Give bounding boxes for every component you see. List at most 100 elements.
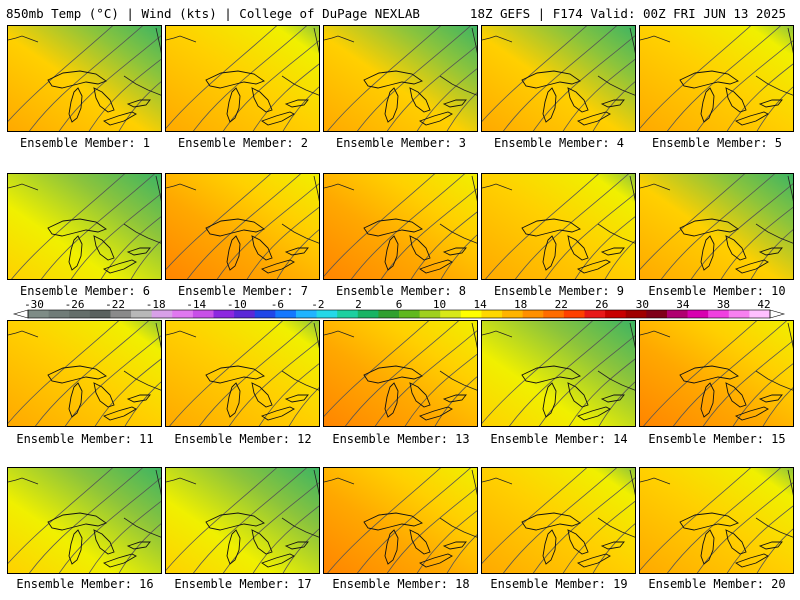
lake-outline [700, 382, 715, 418]
height-contour [258, 363, 319, 426]
colorbar-segment [522, 310, 544, 318]
lake-outline [226, 235, 241, 271]
height-contour [282, 528, 319, 573]
height-contour [756, 86, 793, 131]
map-panel [7, 25, 162, 132]
lake-outline [93, 235, 115, 261]
temperature-field [166, 321, 319, 426]
lake-outline [363, 218, 423, 237]
colorbar-segment [749, 310, 771, 318]
height-contour [416, 68, 477, 131]
lake-outline [251, 529, 273, 555]
height-contour [374, 330, 477, 426]
lake-outline [47, 218, 107, 237]
height-contour [199, 321, 313, 426]
colorbar-segment [234, 310, 256, 318]
map-panel [323, 467, 478, 574]
height-contour [416, 510, 477, 573]
coastline [8, 469, 161, 538]
lake-outline [600, 541, 625, 550]
lake-outline [442, 394, 467, 403]
lake-outline [126, 394, 151, 403]
height-contour [673, 321, 787, 426]
member-label: Ensemble Member: 9 [493, 284, 625, 298]
map-panel [481, 467, 636, 574]
colorbar-segment [419, 310, 441, 318]
lake-outline [363, 365, 423, 384]
height-contour [643, 321, 757, 426]
height-contour [357, 468, 471, 573]
height-contour [88, 500, 161, 573]
colorbar-segment [192, 310, 214, 318]
height-contour [696, 40, 793, 131]
height-contour [446, 92, 477, 131]
coastline [324, 27, 477, 96]
lake-outline [700, 235, 715, 271]
lake-outline [251, 87, 273, 113]
height-contour [70, 193, 161, 279]
colorbar-tick-label: -22 [105, 298, 126, 311]
member-label: Ensemble Member: 17 [174, 577, 312, 591]
map-panel [323, 173, 478, 280]
height-contour [434, 376, 477, 426]
colorbar-arrow-left [12, 309, 29, 319]
height-contour [503, 468, 617, 573]
member-label: Ensemble Member: 2 [177, 136, 309, 150]
height-contour [222, 40, 319, 131]
height-contour [118, 523, 161, 573]
lake-outline [205, 218, 265, 237]
lake-outline [47, 70, 107, 89]
colorbar-tick-label: 34 [676, 298, 690, 311]
temperature-field [324, 174, 477, 279]
height-contour [351, 174, 465, 279]
height-contour [130, 240, 161, 279]
temperature-field [166, 174, 319, 279]
temperature-field [324, 26, 477, 131]
lake-outline [226, 87, 241, 123]
lake-outline [261, 259, 295, 274]
run-info: 18Z GEFS | F174 Valid: 00Z FRI JUN 13 20… [469, 6, 786, 21]
map-panel [7, 467, 162, 574]
member-label: Ensemble Member: 19 [490, 577, 628, 591]
height-contour [690, 183, 793, 279]
colorbar-tick-label: 2 [355, 298, 362, 311]
colorbar-tick-label: -14 [186, 298, 207, 311]
map-panel [7, 173, 162, 280]
lake-outline [47, 365, 107, 384]
map-panel [323, 25, 478, 132]
height-contour [288, 387, 319, 426]
colorbar-segment [378, 310, 400, 318]
height-contour [750, 229, 793, 279]
colorbar-segment [48, 310, 70, 318]
colorbar-tick-label: -30 [24, 298, 44, 311]
lake-outline [700, 87, 715, 123]
height-contour [100, 216, 161, 279]
coastline [482, 322, 635, 391]
height-contour [252, 63, 319, 131]
height-contour [386, 45, 477, 131]
coastline [482, 27, 635, 96]
colorbar-tick-label: 18 [514, 298, 528, 311]
height-contour [509, 321, 623, 426]
lake-outline [679, 365, 739, 384]
height-contour [640, 26, 751, 129]
chart-title: 850mb Temp (°C) | Wind (kts) | College o… [6, 6, 420, 21]
colorbar-segment [151, 310, 173, 318]
height-contour [246, 206, 319, 279]
temperature-field [324, 468, 477, 573]
colorbar-segment [502, 310, 524, 318]
height-contour [380, 188, 477, 279]
temperature-field [8, 321, 161, 426]
height-contour [726, 505, 793, 573]
height-contour [640, 468, 751, 571]
map-panel [165, 467, 320, 574]
lake-outline [577, 553, 611, 568]
colorbar-segment [687, 310, 709, 318]
lake-outline [251, 382, 273, 408]
height-contour [598, 381, 635, 426]
map-panel [481, 173, 636, 280]
colorbar-frame [27, 309, 771, 319]
colorbar-segment [254, 310, 276, 318]
map-panel [639, 25, 794, 132]
colorbar-segment [460, 310, 482, 318]
